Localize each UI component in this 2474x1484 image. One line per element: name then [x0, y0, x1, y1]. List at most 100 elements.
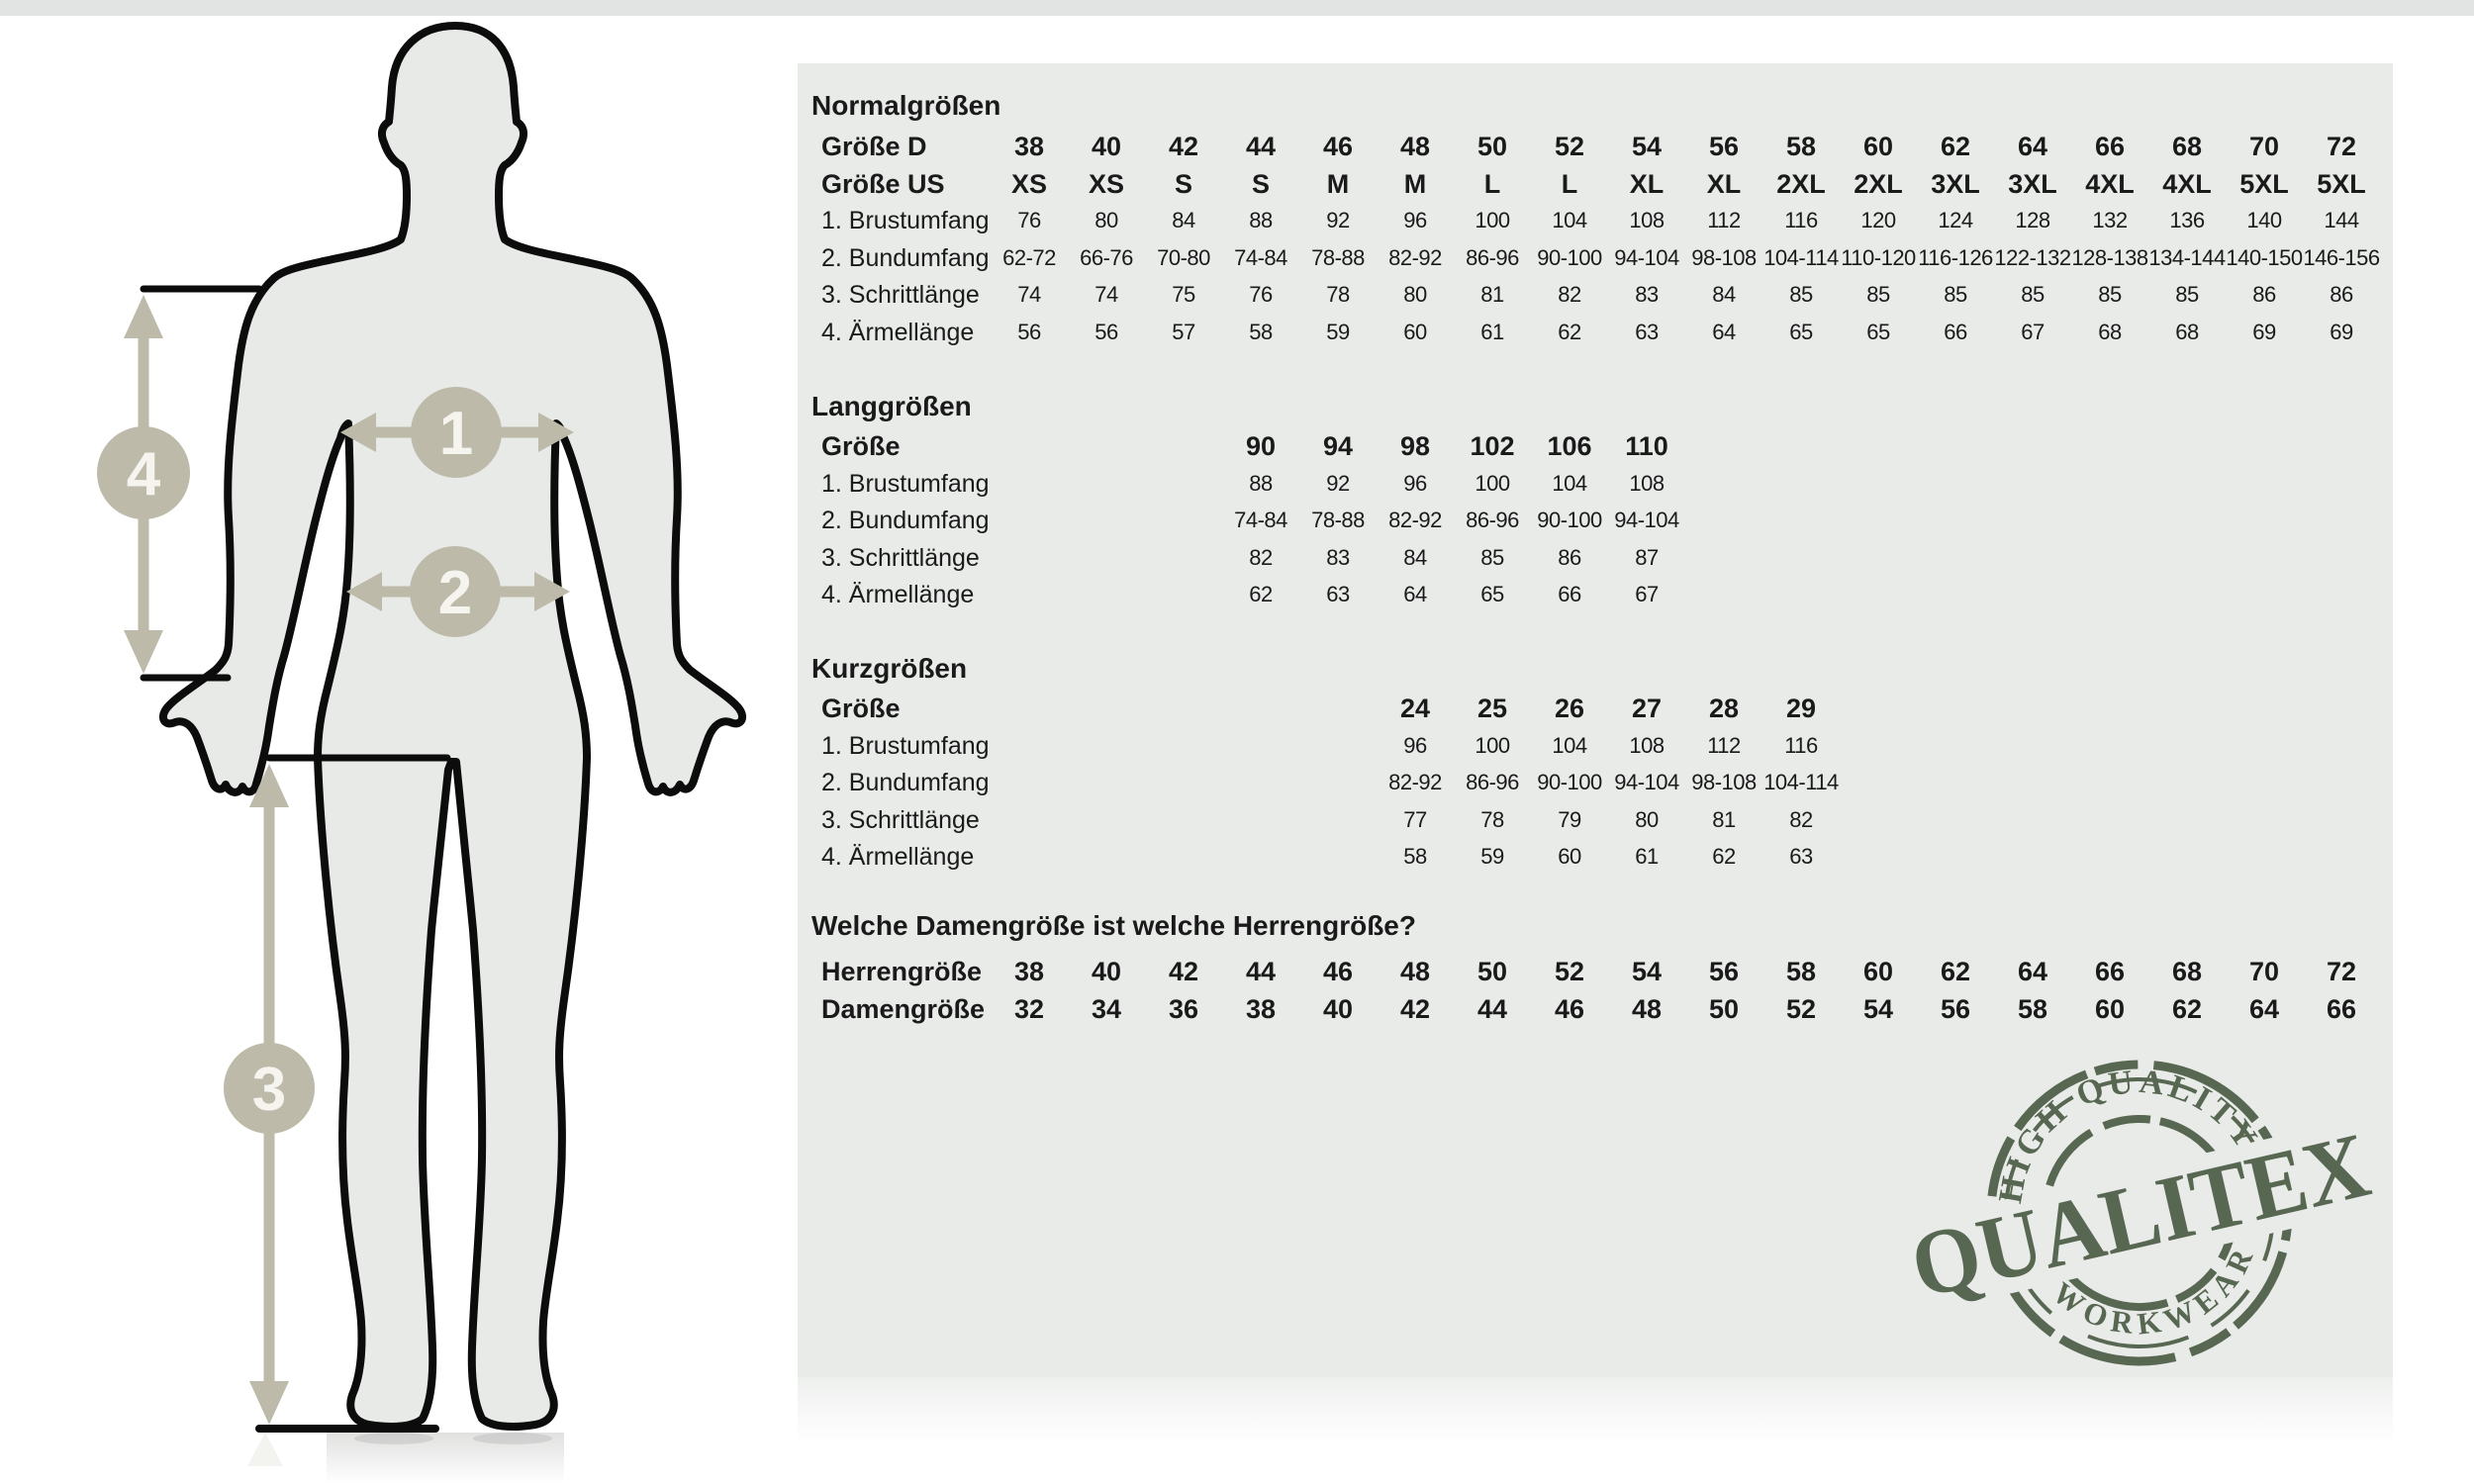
size-cell: 3XL — [2008, 168, 2057, 199]
size-cell: 96 — [1403, 732, 1427, 758]
size-cell: 68 — [2175, 319, 2199, 344]
size-cell: 85 — [1866, 282, 1890, 307]
size-cell: 78 — [1480, 806, 1504, 832]
body-silhouette — [158, 22, 747, 1431]
size-cell: 58 — [2017, 993, 2048, 1024]
size-cell: 66 — [2094, 132, 2126, 161]
size-cell: 42 — [1399, 993, 1431, 1024]
size-cell: 54 — [1631, 957, 1663, 986]
size-cell: 61 — [1480, 319, 1504, 344]
size-cell: S — [1174, 168, 1192, 199]
body-measurement-figure: 1 2 3 — [97, 22, 747, 1484]
size-cell: 108 — [1629, 732, 1665, 758]
size-cell: 84 — [1172, 208, 1195, 232]
size-cell: 70-80 — [1157, 244, 1210, 270]
size-cell: 40 — [1091, 957, 1122, 986]
row-label: 2. Bundumfang — [821, 769, 990, 796]
size-cell: 60 — [1862, 132, 1894, 161]
size-cell: 134-144 — [2148, 244, 2226, 270]
size-cell: 82 — [1789, 806, 1813, 832]
size-cell: 74 — [1094, 282, 1118, 307]
size-cell: 83 — [1635, 282, 1659, 307]
size-cell: 64 — [2017, 132, 2048, 161]
size-cell: 92 — [1326, 470, 1350, 496]
size-cell: XS — [1010, 168, 1048, 199]
table-row: Größe 24 25 26 27 28 29 — [798, 690, 2393, 727]
size-cell: 62 — [1712, 844, 1736, 869]
size-cell: 84 — [1712, 282, 1736, 307]
size-cell: 4XL — [2085, 168, 2135, 199]
size-cell: 52 — [1785, 993, 1817, 1024]
size-cell: 75 — [1172, 282, 1195, 307]
size-cell: 83 — [1326, 544, 1350, 570]
size-cell: 78-88 — [1311, 244, 1365, 270]
size-cell: 86-96 — [1466, 770, 1519, 794]
size-cell: 78 — [1326, 282, 1350, 307]
size-cell: 56 — [1708, 132, 1740, 161]
row-label: 1. Brustumfang — [821, 469, 990, 498]
marker-circle-2 — [410, 546, 501, 637]
size-cell: 32 — [1013, 993, 1045, 1024]
marker-circle-1 — [411, 387, 502, 478]
size-cell: 60 — [1558, 844, 1581, 869]
size-cell: 85 — [2021, 282, 2045, 307]
size-cell: 52 — [1554, 132, 1585, 161]
row-label: 2. Bundumfang — [821, 243, 990, 272]
floor-reflection — [247, 1433, 564, 1484]
row-label: Größe — [821, 431, 901, 461]
size-cell: 128-138 — [2071, 244, 2148, 270]
panel-reflection — [798, 1377, 2393, 1456]
size-cell: 94-104 — [1614, 770, 1679, 794]
size-cell: 40 — [1322, 993, 1354, 1024]
section-title: Welche Damengröße ist welche Herrengröße… — [811, 910, 1416, 941]
size-cell: 28 — [1708, 694, 1740, 723]
size-cell: 74-84 — [1234, 508, 1287, 532]
size-cell: XS — [1088, 168, 1125, 199]
table-row: 4. Ärmellänge 58 59 60 61 62 63 — [798, 838, 2393, 876]
size-cell: XL — [1629, 168, 1665, 199]
size-cell: 38 — [1013, 957, 1045, 986]
section-title: Kurzgrößen — [811, 653, 968, 684]
table-row: Größe US XS XS S S M M L L XL XL 2XL 2XL 3XL 3XL 4XL 4XL… — [798, 165, 2393, 203]
table-row: Herrengröße 38 40 42 44 46 48 50 52 54 56 58 60 62 64 6… — [798, 953, 2393, 990]
size-cell: 66 — [2326, 993, 2357, 1024]
marker-inseam: 3 — [224, 764, 315, 1425]
size-cell: 48 — [1399, 957, 1431, 986]
size-cell: 88 — [1249, 470, 1273, 496]
row-label: 1. Brustumfang — [821, 731, 990, 760]
size-cell: 90-100 — [1537, 244, 1602, 270]
size-cell: 78-88 — [1311, 508, 1365, 532]
size-cell: 62 — [1249, 582, 1273, 606]
stamp-main-text: QUALITEX — [1902, 1113, 2378, 1318]
size-cell: 104-114 — [1763, 244, 1839, 270]
size-cell: 92 — [1326, 208, 1350, 232]
size-cell: 98-108 — [1691, 244, 1757, 270]
size-cell: 58 — [1249, 319, 1273, 344]
size-cell: 60 — [1862, 957, 1894, 986]
size-cell: 42 — [1168, 132, 1199, 161]
size-cell: 65 — [1480, 582, 1504, 606]
size-cell: 104 — [1552, 732, 1587, 758]
size-cell: M — [1403, 168, 1427, 199]
size-cell: 74 — [1017, 282, 1041, 307]
row-label: 4. Ärmellänge — [821, 318, 975, 346]
measurement-brackets — [140, 285, 451, 762]
size-cell: 87 — [1635, 544, 1659, 570]
size-cell: 5XL — [2317, 168, 2366, 199]
size-cell: 82 — [1249, 544, 1273, 570]
row-label: Herrengröße — [821, 957, 983, 986]
size-cell: 86-96 — [1466, 244, 1519, 270]
size-cell: 62 — [2171, 993, 2203, 1024]
size-cell: 136 — [2169, 208, 2205, 232]
size-cell: 59 — [1326, 319, 1350, 344]
size-cell: 96 — [1403, 208, 1427, 232]
marker-waist: 2 — [346, 546, 570, 637]
size-cell: 64 — [1712, 319, 1736, 344]
size-cell: 4XL — [2162, 168, 2212, 199]
size-cell: 61 — [1635, 844, 1659, 869]
size-cell: 116-126 — [1918, 244, 1993, 270]
size-cell: 108 — [1629, 470, 1665, 496]
row-label: Größe US — [821, 168, 945, 199]
qualitex-stamp: HIGH QUALITY WORKWEAR QUALITEX — [1890, 1036, 2390, 1366]
size-cell: 68 — [2171, 132, 2203, 161]
